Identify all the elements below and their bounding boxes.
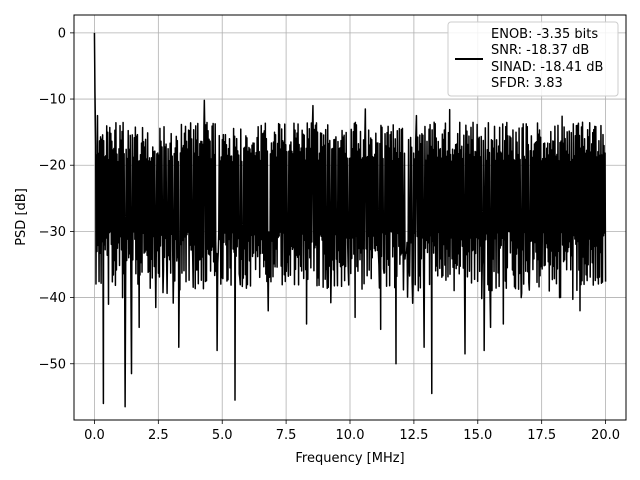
series-layer xyxy=(93,32,607,408)
psd-series-line xyxy=(93,32,607,408)
x-tick-label: 7.5 xyxy=(276,428,297,443)
legend-sfdr: SFDR: 3.83 xyxy=(491,76,563,91)
x-tick-label: 2.5 xyxy=(148,428,169,443)
legend-enob: ENOB: -3.35 bits xyxy=(491,27,598,42)
legend: ENOB: -3.35 bits SNR: -18.37 dB SINAD: -… xyxy=(447,21,619,97)
x-tick-label: 12.5 xyxy=(399,428,428,443)
x-axis-ticks: 0.0 2.5 5.0 7.5 10.0 12.5 15.0 17.5 20.0 xyxy=(84,420,620,443)
legend-snr: SNR: -18.37 dB xyxy=(491,43,589,58)
x-tick-label: 5.0 xyxy=(212,428,233,443)
y-tick-label: −50 xyxy=(39,357,66,372)
y-tick-label: 0 xyxy=(58,26,66,41)
y-tick-label: −10 xyxy=(39,93,66,108)
legend-sinad: SINAD: -18.41 dB xyxy=(491,60,603,75)
y-axis-label: PSD [dB] xyxy=(14,188,29,246)
y-axis-ticks: 0 −10 −20 −30 −40 −50 xyxy=(39,26,74,372)
x-axis-label: Frequency [MHz] xyxy=(295,451,404,466)
x-tick-label: 15.0 xyxy=(463,428,492,443)
x-tick-label: 17.5 xyxy=(527,428,556,443)
y-tick-label: −30 xyxy=(39,225,66,240)
y-tick-label: −40 xyxy=(39,291,66,306)
x-tick-label: 0.0 xyxy=(84,428,105,443)
y-tick-label: −20 xyxy=(39,159,66,174)
x-tick-label: 20.0 xyxy=(591,428,620,443)
x-tick-label: 10.0 xyxy=(336,428,365,443)
legend-box xyxy=(447,21,619,97)
